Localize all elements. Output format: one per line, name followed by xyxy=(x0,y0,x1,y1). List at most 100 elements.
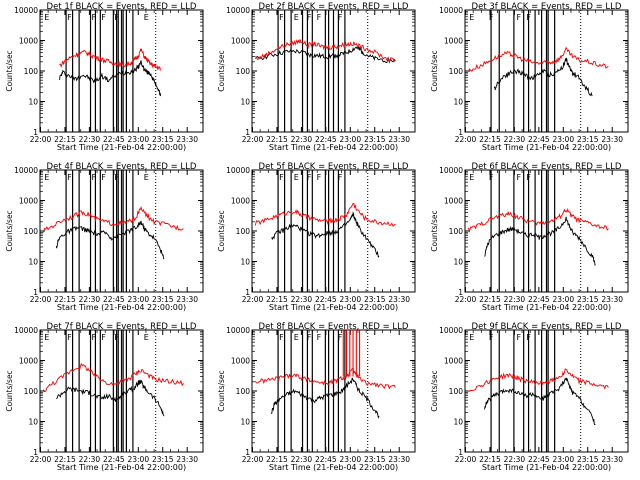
flag-marker-e: E xyxy=(144,333,149,342)
flag-marker-f: F xyxy=(307,13,312,22)
events-series-line xyxy=(56,379,165,417)
x-tick-label: 22:30 xyxy=(79,135,101,144)
x-tick-label: 22:00 xyxy=(242,455,264,464)
x-tick-label: 23:30 xyxy=(388,455,410,464)
x-tick-label: 22:00 xyxy=(30,295,52,304)
y-tick-label: 10000 xyxy=(226,326,250,335)
y-tick-label: 1 xyxy=(33,128,38,137)
flag-marker-f: F xyxy=(338,13,343,22)
x-tick-label: 22:15 xyxy=(266,295,288,304)
x-tick-label: 22:45 xyxy=(103,455,125,464)
events-series-line xyxy=(493,57,593,97)
flag-marker-f: F xyxy=(526,173,531,182)
events-series-line xyxy=(484,216,596,267)
x-tick-label: 23:30 xyxy=(388,135,410,144)
y-tick-label: 1000 xyxy=(19,37,38,46)
x-tick-label: 22:45 xyxy=(315,455,337,464)
x-tick-label: 22:15 xyxy=(479,295,501,304)
y-tick-label: 1 xyxy=(458,288,463,297)
x-tick-label: 22:30 xyxy=(504,295,526,304)
y-tick-label: 1 xyxy=(458,448,463,457)
detector-panel-4: Det 4f BLACK = Events, RED = LLD 1 10 100 10… xyxy=(5,162,204,312)
y-tick-label: 100 xyxy=(449,67,464,76)
x-tick-label: 22:00 xyxy=(30,135,52,144)
detector-panel-7: Det 7f BLACK = Events, RED = LLD 1 10 100 10… xyxy=(5,322,204,472)
panel-title: Det 9f BLACK = Events, RED = LLD xyxy=(472,322,622,332)
y-tick-label: 1 xyxy=(33,448,38,457)
y-axis-label: Counts/sec xyxy=(430,370,439,411)
y-tick-label: 10 xyxy=(28,258,38,267)
y-tick-label: 1000 xyxy=(231,37,250,46)
y-tick-label: 10000 xyxy=(439,326,463,335)
flag-marker-e: E xyxy=(44,173,49,182)
panel-title: Det 2f BLACK = Events, RED = LLD xyxy=(259,2,409,12)
y-axis-label: Counts/sec xyxy=(217,370,226,411)
detector-panel-2: Det 2f BLACK = Events, RED = LLD 1 10 100 10… xyxy=(217,2,416,152)
y-tick-label: 10000 xyxy=(439,166,463,175)
x-tick-label: 23:00 xyxy=(339,455,361,464)
x-tick-label: 22:45 xyxy=(103,295,125,304)
x-tick-label: 23:30 xyxy=(176,455,198,464)
x-tick-label: 23:30 xyxy=(601,455,623,464)
y-axis-label: Counts/sec xyxy=(5,210,14,251)
flag-marker-f: F xyxy=(114,333,119,342)
flag-marker-f: F xyxy=(114,173,119,182)
flag-marker-f: F xyxy=(338,173,343,182)
x-tick-label: 22:00 xyxy=(242,135,264,144)
flag-marker-e: E xyxy=(144,13,149,22)
x-tick-label: 22:30 xyxy=(504,455,526,464)
lld-series-line xyxy=(254,202,396,227)
flag-marker-f: F xyxy=(317,13,322,22)
events-series-line xyxy=(59,60,162,97)
events-series-line xyxy=(271,377,380,419)
y-axis-label: Counts/sec xyxy=(430,210,439,251)
x-tick-label: 22:00 xyxy=(455,135,477,144)
y-axis-label: Counts/sec xyxy=(430,50,439,91)
flag-marker-f: F xyxy=(517,13,522,22)
x-tick-label: 23:15 xyxy=(577,295,599,304)
x-tick-label: 23:00 xyxy=(127,135,149,144)
x-tick-label: 23:15 xyxy=(577,455,599,464)
detector-panel-1: Det 1f BLACK = Events, RED = LLD 1 10 100 10… xyxy=(5,2,204,152)
flag-marker-f: F xyxy=(279,13,284,22)
x-tick-label: 23:15 xyxy=(364,295,386,304)
x-axis-label: Start Time (21-Feb-04 22:00:00) xyxy=(57,143,186,152)
panel-title: Det 8f BLACK = Events, RED = LLD xyxy=(259,322,409,332)
flag-marker-f: F xyxy=(317,333,322,342)
y-tick-label: 10 xyxy=(240,258,250,267)
flag-marker-f: F xyxy=(92,333,97,342)
y-axis-label: Counts/sec xyxy=(217,210,226,251)
y-tick-label: 100 xyxy=(24,387,39,396)
x-tick-label: 23:15 xyxy=(364,455,386,464)
x-axis-label: Start Time (21-Feb-04 22:00:00) xyxy=(57,463,186,472)
x-tick-label: 23:15 xyxy=(152,295,174,304)
y-tick-label: 100 xyxy=(24,227,39,236)
y-tick-label: 1000 xyxy=(444,357,463,366)
y-tick-label: 100 xyxy=(236,387,251,396)
y-tick-label: 1000 xyxy=(231,357,250,366)
x-tick-label: 22:15 xyxy=(54,135,76,144)
y-tick-label: 1000 xyxy=(19,357,38,366)
detector-panel-3: Det 3f BLACK = Events, RED = LLD 1 10 100 10… xyxy=(430,2,629,152)
y-tick-label: 100 xyxy=(236,67,251,76)
y-tick-label: 10000 xyxy=(226,6,250,15)
x-tick-label: 23:00 xyxy=(127,295,149,304)
flag-marker-e: E xyxy=(294,333,299,342)
x-tick-label: 23:15 xyxy=(152,135,174,144)
y-axis-label: Counts/sec xyxy=(5,50,14,91)
y-tick-label: 1 xyxy=(245,288,250,297)
lld-series-line xyxy=(254,39,396,63)
flag-marker-f: F xyxy=(67,333,72,342)
y-tick-label: 10000 xyxy=(14,326,38,335)
flag-marker-f: F xyxy=(101,333,106,342)
flag-marker-f: F xyxy=(279,333,284,342)
lld-series-line xyxy=(59,48,162,72)
x-tick-label: 23:00 xyxy=(552,295,574,304)
flag-marker-f: F xyxy=(307,173,312,182)
y-tick-label: 100 xyxy=(449,387,464,396)
flag-marker-f: F xyxy=(307,333,312,342)
x-axis-label: Start Time (21-Feb-04 22:00:00) xyxy=(482,143,611,152)
x-tick-label: 23:00 xyxy=(552,135,574,144)
y-tick-label: 1 xyxy=(458,128,463,137)
